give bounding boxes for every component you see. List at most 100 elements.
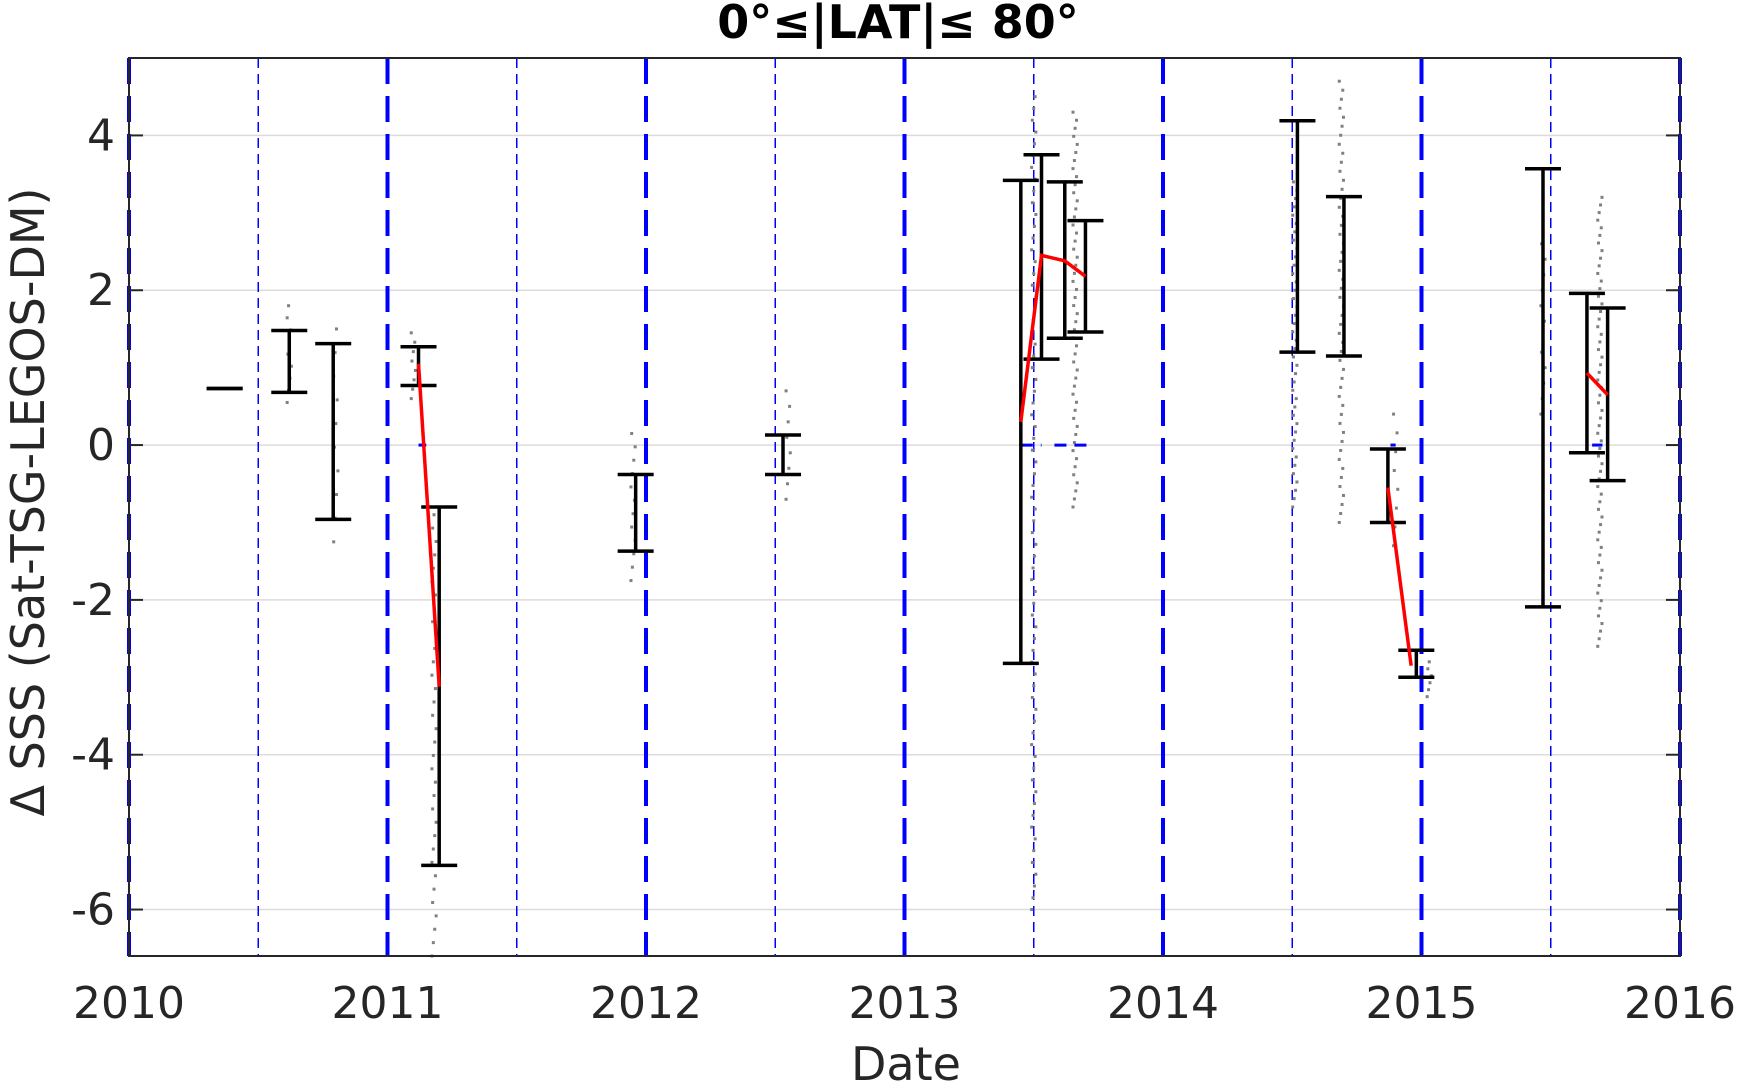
mean-line — [1585, 371, 1609, 396]
scatter-point — [1598, 233, 1602, 237]
scatter-point — [1599, 523, 1603, 527]
scatter-point — [1598, 446, 1602, 450]
scatter-point — [1032, 224, 1036, 228]
scatter-point — [1293, 347, 1297, 351]
scatter-point — [433, 780, 437, 784]
scatter-point — [1030, 860, 1034, 864]
scatter-point — [412, 378, 416, 382]
scatter-point — [786, 420, 790, 424]
scatter-point — [630, 565, 634, 569]
scatter-point — [1598, 500, 1602, 504]
scatter-point — [411, 350, 415, 354]
scatter-point — [1295, 480, 1299, 484]
scatter-point — [1294, 255, 1298, 259]
y-tick-label: 2 — [87, 265, 115, 316]
scatter-point — [1294, 197, 1298, 201]
scatter-point — [432, 513, 436, 517]
scatter-point — [434, 820, 438, 824]
scatter-point — [1074, 432, 1078, 436]
scatter-point — [1596, 538, 1600, 542]
scatter-point — [1597, 317, 1601, 321]
scatter-point — [1031, 813, 1035, 817]
scatter-point — [410, 359, 414, 363]
scatter-point — [1292, 322, 1296, 326]
scatter-point — [1596, 591, 1600, 595]
scatter-point — [1341, 466, 1345, 470]
scatter-point — [1338, 358, 1342, 362]
scatter-point — [630, 431, 634, 435]
error-bar — [1369, 447, 1406, 525]
scatter-point — [1339, 223, 1343, 227]
scatter-point — [1341, 115, 1345, 119]
scatter-point — [1075, 457, 1079, 461]
chart-title: 0°≤|LAT|≤ 80° — [717, 0, 1078, 50]
scatter-point — [1033, 507, 1037, 511]
scatter-point — [1033, 425, 1037, 429]
scatter-point — [1394, 450, 1398, 454]
scatter-point — [1031, 648, 1035, 652]
scatter-point — [1599, 469, 1603, 473]
scatter-point — [629, 579, 633, 583]
scatter-point — [1425, 695, 1429, 699]
scatter-point — [1339, 475, 1343, 479]
y-tick-label: 4 — [87, 110, 115, 161]
scatter-point — [433, 834, 437, 838]
scatter-point — [433, 874, 437, 878]
scatter-point — [1539, 412, 1543, 416]
scatter-point — [1034, 542, 1038, 546]
scatter-point — [1072, 473, 1076, 477]
scatter-point — [1291, 213, 1295, 217]
scatter-point — [1341, 151, 1345, 155]
scatter-points — [285, 79, 1604, 958]
scatter-point — [630, 525, 634, 529]
scatter-point — [1599, 545, 1603, 549]
scatter-point — [1291, 505, 1295, 509]
scatter-point — [409, 331, 413, 335]
scatter-point — [1075, 424, 1079, 428]
scatter-point — [432, 700, 436, 704]
scatter-point — [1339, 286, 1343, 290]
scatter-point — [1075, 400, 1079, 404]
scatter-point — [1596, 644, 1600, 648]
error-bar — [765, 433, 802, 477]
scatter-point — [1072, 328, 1076, 332]
scatter-point — [433, 740, 437, 744]
scatter-point — [1340, 124, 1344, 128]
scatter-point — [1030, 825, 1034, 829]
scatter-point — [1032, 766, 1036, 770]
scatter-point — [1072, 159, 1076, 163]
scatter-point — [433, 687, 437, 691]
scatter-point — [1032, 637, 1036, 641]
scatter-point — [1074, 207, 1078, 211]
scatter-point — [335, 327, 338, 331]
scatter-point — [433, 927, 437, 931]
scatter-point — [1075, 118, 1079, 122]
scatter-point — [1291, 238, 1295, 242]
scatter-point — [1071, 223, 1075, 227]
scatter-point — [784, 389, 788, 393]
scatter-point — [1031, 401, 1035, 405]
scatter-point — [1072, 360, 1076, 364]
scatter-point — [1539, 304, 1543, 308]
scatter-point — [285, 316, 289, 320]
scatter-point — [1032, 389, 1036, 393]
y-tick-label: -2 — [71, 575, 115, 626]
scatter-point — [1293, 463, 1297, 467]
scatter-point — [1340, 439, 1344, 443]
scatter-point — [1032, 142, 1036, 146]
scatter-point — [1032, 601, 1036, 605]
scatter-point — [1030, 613, 1034, 617]
scatter-point — [432, 887, 436, 891]
scatter-point — [1341, 403, 1345, 407]
scatter-point — [1032, 519, 1036, 523]
scatter-point — [1075, 199, 1079, 203]
scatter-point — [1600, 462, 1604, 466]
scatter-point — [1339, 412, 1343, 416]
scatter-point — [1030, 248, 1034, 252]
scatter-point — [1599, 332, 1603, 336]
scatter-point — [1033, 589, 1037, 593]
scatter-point — [1030, 696, 1034, 700]
scatter-point — [1598, 553, 1602, 557]
scatter-point — [1071, 110, 1075, 114]
scatter-point — [1032, 554, 1036, 558]
